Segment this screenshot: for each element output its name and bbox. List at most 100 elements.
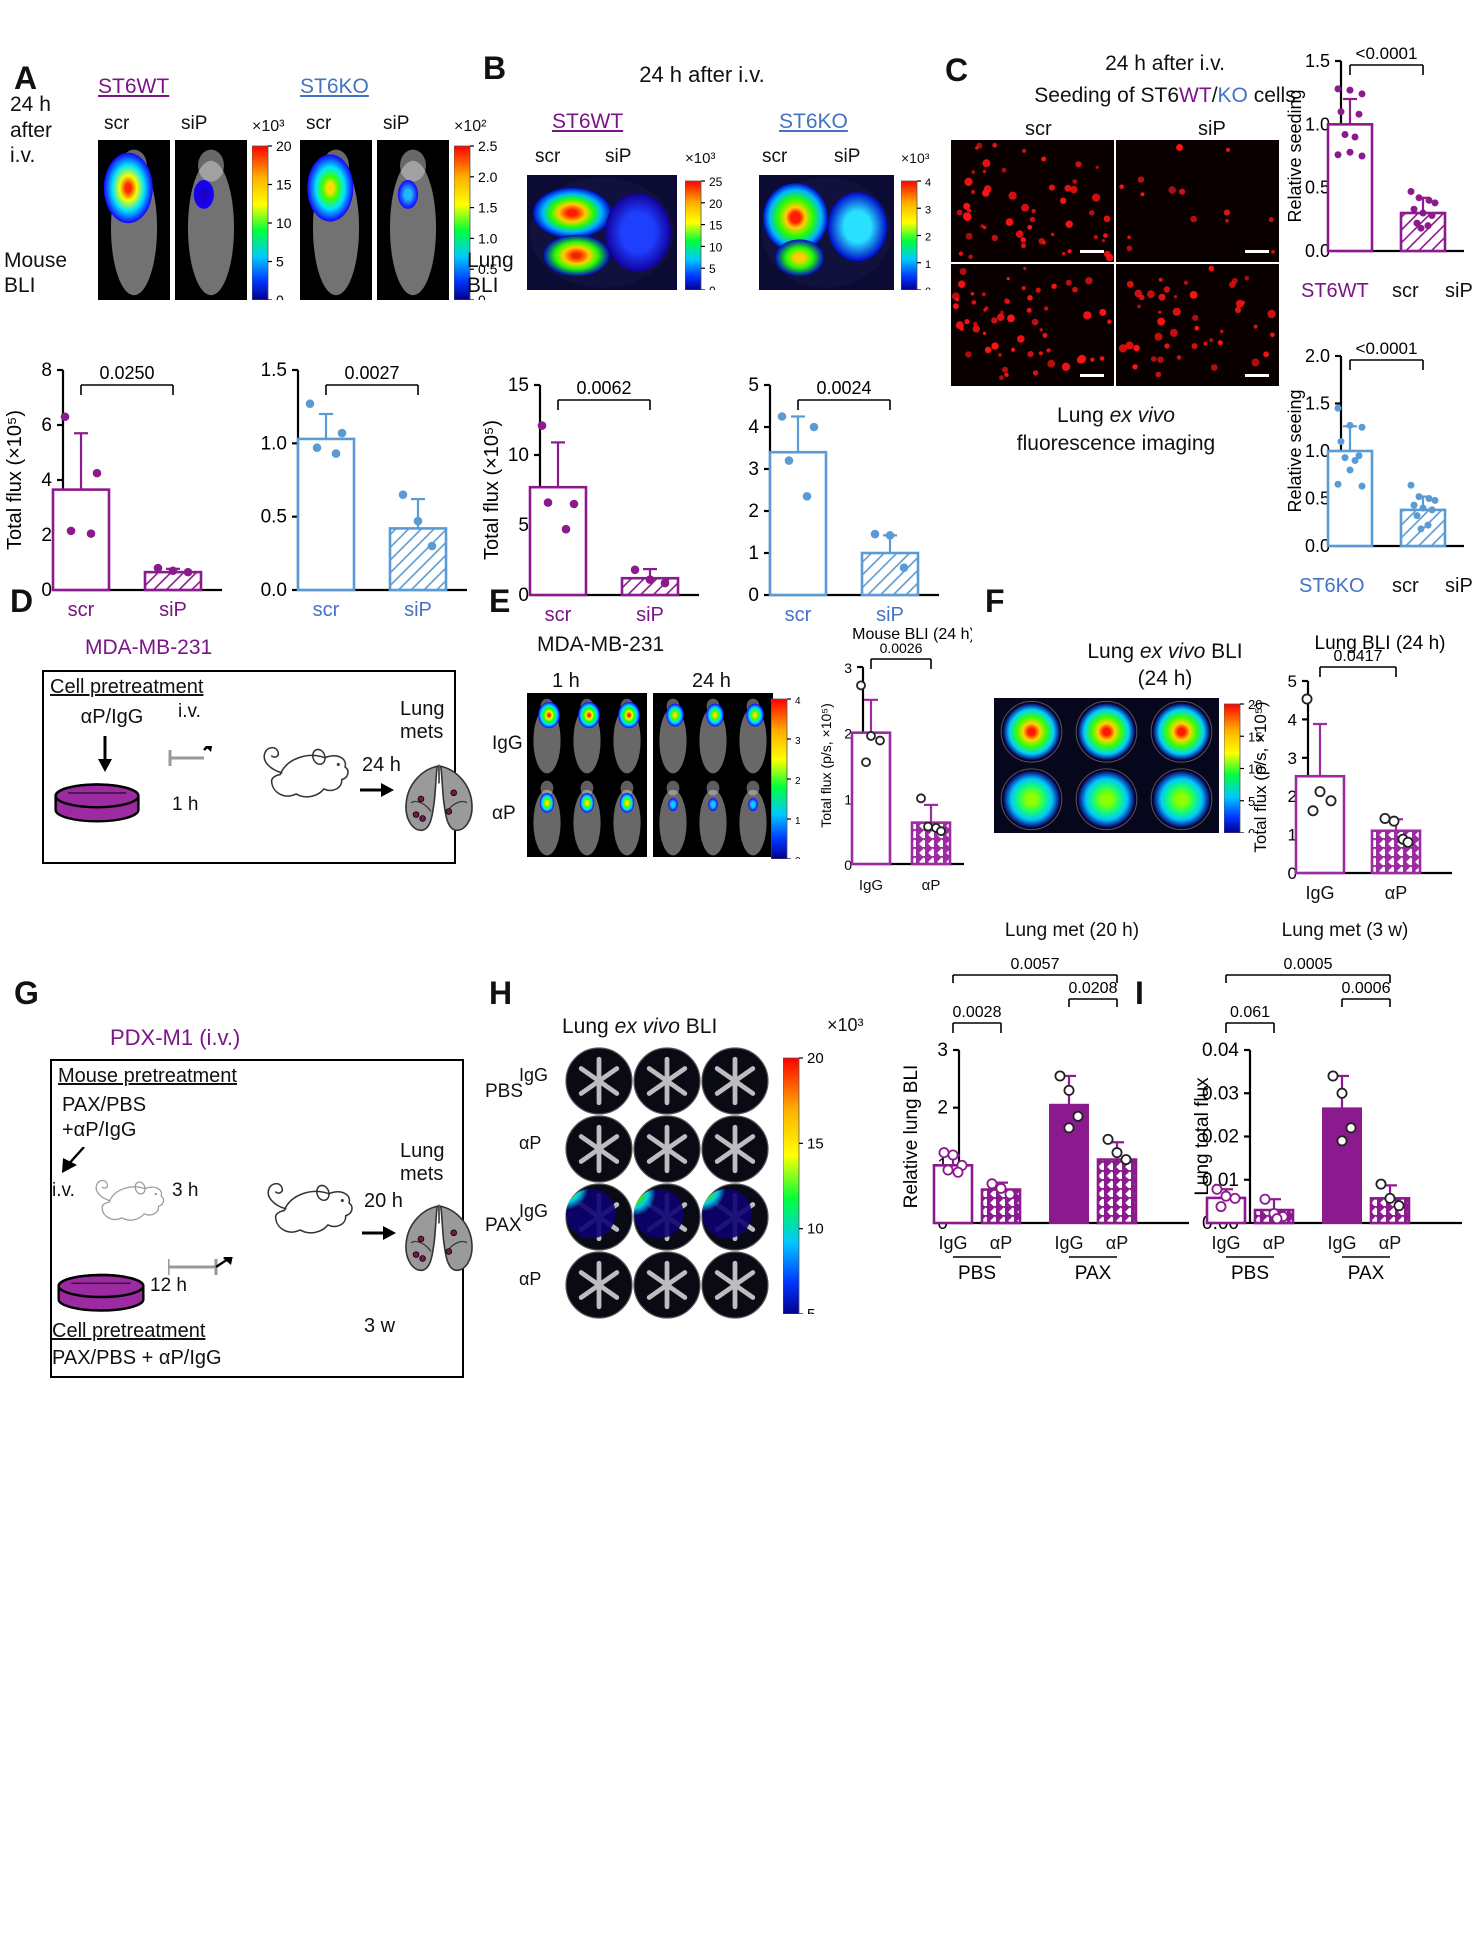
svg-text:2: 2 xyxy=(41,525,52,546)
svg-text:2.0: 2.0 xyxy=(1305,346,1330,366)
svg-text:αP: αP xyxy=(922,877,941,894)
svg-text:0.04: 0.04 xyxy=(1202,1040,1239,1061)
svg-text:Total flux (×10⁵): Total flux (×10⁵) xyxy=(5,410,26,550)
svg-text:4: 4 xyxy=(795,696,801,707)
svg-text:1.5: 1.5 xyxy=(1305,51,1330,71)
svg-text:siP: siP xyxy=(636,604,664,626)
svg-text:3: 3 xyxy=(1288,749,1297,768)
svg-text:PAX: PAX xyxy=(1075,1263,1112,1284)
svg-text:0.0006: 0.0006 xyxy=(1342,980,1391,997)
svg-text:1.5: 1.5 xyxy=(261,360,287,381)
svg-text:5: 5 xyxy=(518,515,529,536)
svg-text:0.0: 0.0 xyxy=(1305,536,1330,556)
svg-text:αP: αP xyxy=(1379,1233,1401,1253)
svg-text:25: 25 xyxy=(709,175,723,189)
svg-text:siP: siP xyxy=(404,599,432,621)
svg-text:15: 15 xyxy=(276,177,292,193)
svg-text:Relative seeing: Relative seeing xyxy=(1287,389,1305,512)
svg-text:4: 4 xyxy=(748,417,759,438)
svg-text:1.5: 1.5 xyxy=(1305,394,1330,414)
svg-text:1: 1 xyxy=(925,259,931,271)
svg-text:0: 0 xyxy=(709,284,716,290)
svg-text:scr: scr xyxy=(1337,261,1363,282)
svg-text:1.0: 1.0 xyxy=(478,230,498,246)
svg-text:IgG: IgG xyxy=(1327,1233,1356,1253)
svg-text:Total flux (p/s, ×10⁵): Total flux (p/s, ×10⁵) xyxy=(818,703,834,827)
svg-text:0: 0 xyxy=(925,286,931,290)
svg-text:Lung total flux: Lung total flux xyxy=(1192,1077,1213,1196)
svg-text:<0.0001: <0.0001 xyxy=(1356,44,1418,63)
svg-text:3: 3 xyxy=(925,204,931,216)
svg-text:0.0417: 0.0417 xyxy=(1334,648,1383,665)
svg-text:0.0: 0.0 xyxy=(1305,241,1330,261)
svg-text:Relative seeding: Relative seeding xyxy=(1287,89,1305,222)
svg-text:IgG: IgG xyxy=(1054,1233,1083,1253)
svg-text:0.0: 0.0 xyxy=(261,580,287,601)
svg-text:αP: αP xyxy=(1263,1233,1285,1253)
svg-text:3: 3 xyxy=(937,1040,948,1061)
svg-text:0.0062: 0.0062 xyxy=(576,378,631,398)
svg-text:0: 0 xyxy=(276,292,284,300)
svg-text:3: 3 xyxy=(748,459,759,480)
svg-text:0.5: 0.5 xyxy=(261,507,287,528)
svg-text:0: 0 xyxy=(518,585,529,606)
svg-text:0: 0 xyxy=(41,580,52,601)
svg-text:0.0028: 0.0028 xyxy=(953,1004,1002,1021)
svg-text:PBS: PBS xyxy=(958,1263,996,1284)
svg-text:4: 4 xyxy=(1288,710,1297,729)
svg-text:0.0250: 0.0250 xyxy=(99,363,154,383)
svg-text:3: 3 xyxy=(795,736,801,747)
svg-text:5: 5 xyxy=(748,375,759,396)
svg-text:siP: siP xyxy=(159,599,187,621)
svg-text:scr: scr xyxy=(313,599,340,621)
svg-text:Relative lung BLI: Relative lung BLI xyxy=(901,1065,922,1209)
svg-text:IgG: IgG xyxy=(1305,883,1334,903)
svg-text:2: 2 xyxy=(795,776,801,787)
svg-text:1.0: 1.0 xyxy=(261,433,287,454)
svg-text:PAX: PAX xyxy=(1348,1263,1385,1284)
svg-text:5: 5 xyxy=(1288,672,1297,691)
svg-text:2: 2 xyxy=(748,501,759,522)
svg-text:scr: scr xyxy=(785,604,812,626)
svg-text:0.0057: 0.0057 xyxy=(1011,956,1060,973)
svg-text:8: 8 xyxy=(41,360,52,381)
svg-text:0.5: 0.5 xyxy=(1305,489,1330,509)
svg-text:15: 15 xyxy=(508,375,529,396)
svg-text:IgG: IgG xyxy=(1211,1233,1240,1253)
svg-text:0.0024: 0.0024 xyxy=(816,378,871,398)
svg-text:4: 4 xyxy=(925,177,931,189)
svg-text:10: 10 xyxy=(709,240,723,254)
svg-text:siP: siP xyxy=(1410,261,1436,282)
svg-text:siP: siP xyxy=(1410,556,1436,577)
svg-text:5: 5 xyxy=(276,254,284,270)
svg-text:20: 20 xyxy=(709,197,723,211)
svg-text:4: 4 xyxy=(41,470,52,491)
svg-text:2.0: 2.0 xyxy=(478,169,498,185)
svg-text:Total flux (×10⁵): Total flux (×10⁵) xyxy=(482,420,503,560)
svg-text:0.0026: 0.0026 xyxy=(880,640,923,656)
svg-text:2: 2 xyxy=(937,1098,948,1119)
svg-text:6: 6 xyxy=(41,415,52,436)
svg-text:0.061: 0.061 xyxy=(1230,1004,1270,1021)
svg-text:IgG: IgG xyxy=(938,1233,967,1253)
svg-text:5: 5 xyxy=(807,1306,815,1314)
svg-text:0: 0 xyxy=(795,856,801,859)
svg-text:αP: αP xyxy=(1106,1233,1128,1253)
svg-text:10: 10 xyxy=(276,215,292,231)
svg-text:2.5: 2.5 xyxy=(478,140,498,154)
svg-text:0.0208: 0.0208 xyxy=(1069,980,1118,997)
svg-text:20: 20 xyxy=(276,140,292,154)
svg-text:5: 5 xyxy=(709,262,716,276)
svg-text:PBS: PBS xyxy=(1231,1263,1269,1284)
svg-text:1.0: 1.0 xyxy=(1305,114,1330,134)
svg-text:10: 10 xyxy=(807,1221,824,1238)
svg-text:αP: αP xyxy=(1385,883,1407,903)
svg-text:Total flux (p/s, ×10⁵): Total flux (p/s, ×10⁵) xyxy=(1251,701,1270,852)
svg-text:αP: αP xyxy=(990,1233,1012,1253)
svg-text:scr: scr xyxy=(1337,556,1363,577)
svg-text:0.5: 0.5 xyxy=(1305,178,1330,198)
svg-text:1: 1 xyxy=(748,543,759,564)
svg-text:<0.0001: <0.0001 xyxy=(1356,339,1418,358)
svg-text:scr: scr xyxy=(545,604,572,626)
svg-text:15: 15 xyxy=(807,1135,824,1152)
